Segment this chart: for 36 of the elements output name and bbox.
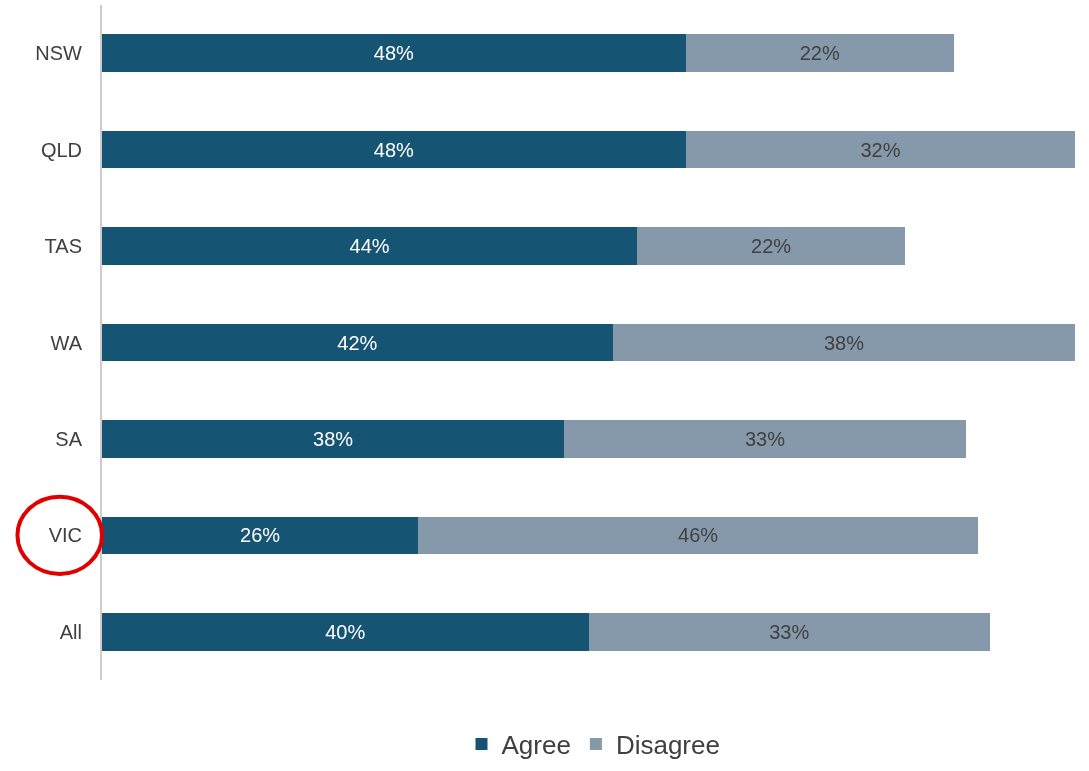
data-label: 48%	[373, 42, 415, 65]
y-tick-label: SA	[55, 427, 83, 450]
data-label: 38%	[824, 331, 865, 354]
y-tick-label: All	[59, 620, 82, 643]
bar	[637, 227, 905, 265]
bar	[612, 323, 1076, 362]
y-tick-label: VIC	[48, 524, 82, 547]
bar	[102, 227, 638, 265]
legend-label: Disagree	[615, 730, 720, 761]
y-tick-label: QLD	[40, 138, 82, 161]
bar	[102, 323, 613, 362]
y-tick-label: NSW	[35, 42, 83, 65]
data-label: 42%	[337, 331, 378, 354]
data-label: 22%	[751, 235, 792, 258]
bar	[588, 612, 991, 651]
data-label: 38%	[313, 427, 354, 450]
bar	[418, 516, 978, 555]
data-label: 48%	[373, 138, 415, 161]
data-label: 40%	[325, 620, 366, 643]
y-tick-label: WA	[50, 331, 83, 354]
data-label: 33%	[744, 427, 786, 450]
data-label: 32%	[860, 138, 901, 161]
data-label: 33%	[769, 620, 810, 643]
data-label: 26%	[240, 524, 281, 547]
data-label: 44%	[349, 235, 390, 258]
bar	[102, 420, 565, 458]
bar	[102, 612, 589, 651]
bar	[102, 34, 686, 73]
bar	[564, 420, 966, 458]
data-label: 46%	[678, 524, 719, 547]
legend-label: Agree	[501, 730, 571, 761]
bar	[685, 130, 1076, 169]
y-tick-label: TAS	[44, 235, 82, 258]
data-label: 22%	[799, 42, 840, 65]
bar	[102, 130, 686, 169]
bar	[685, 34, 954, 73]
